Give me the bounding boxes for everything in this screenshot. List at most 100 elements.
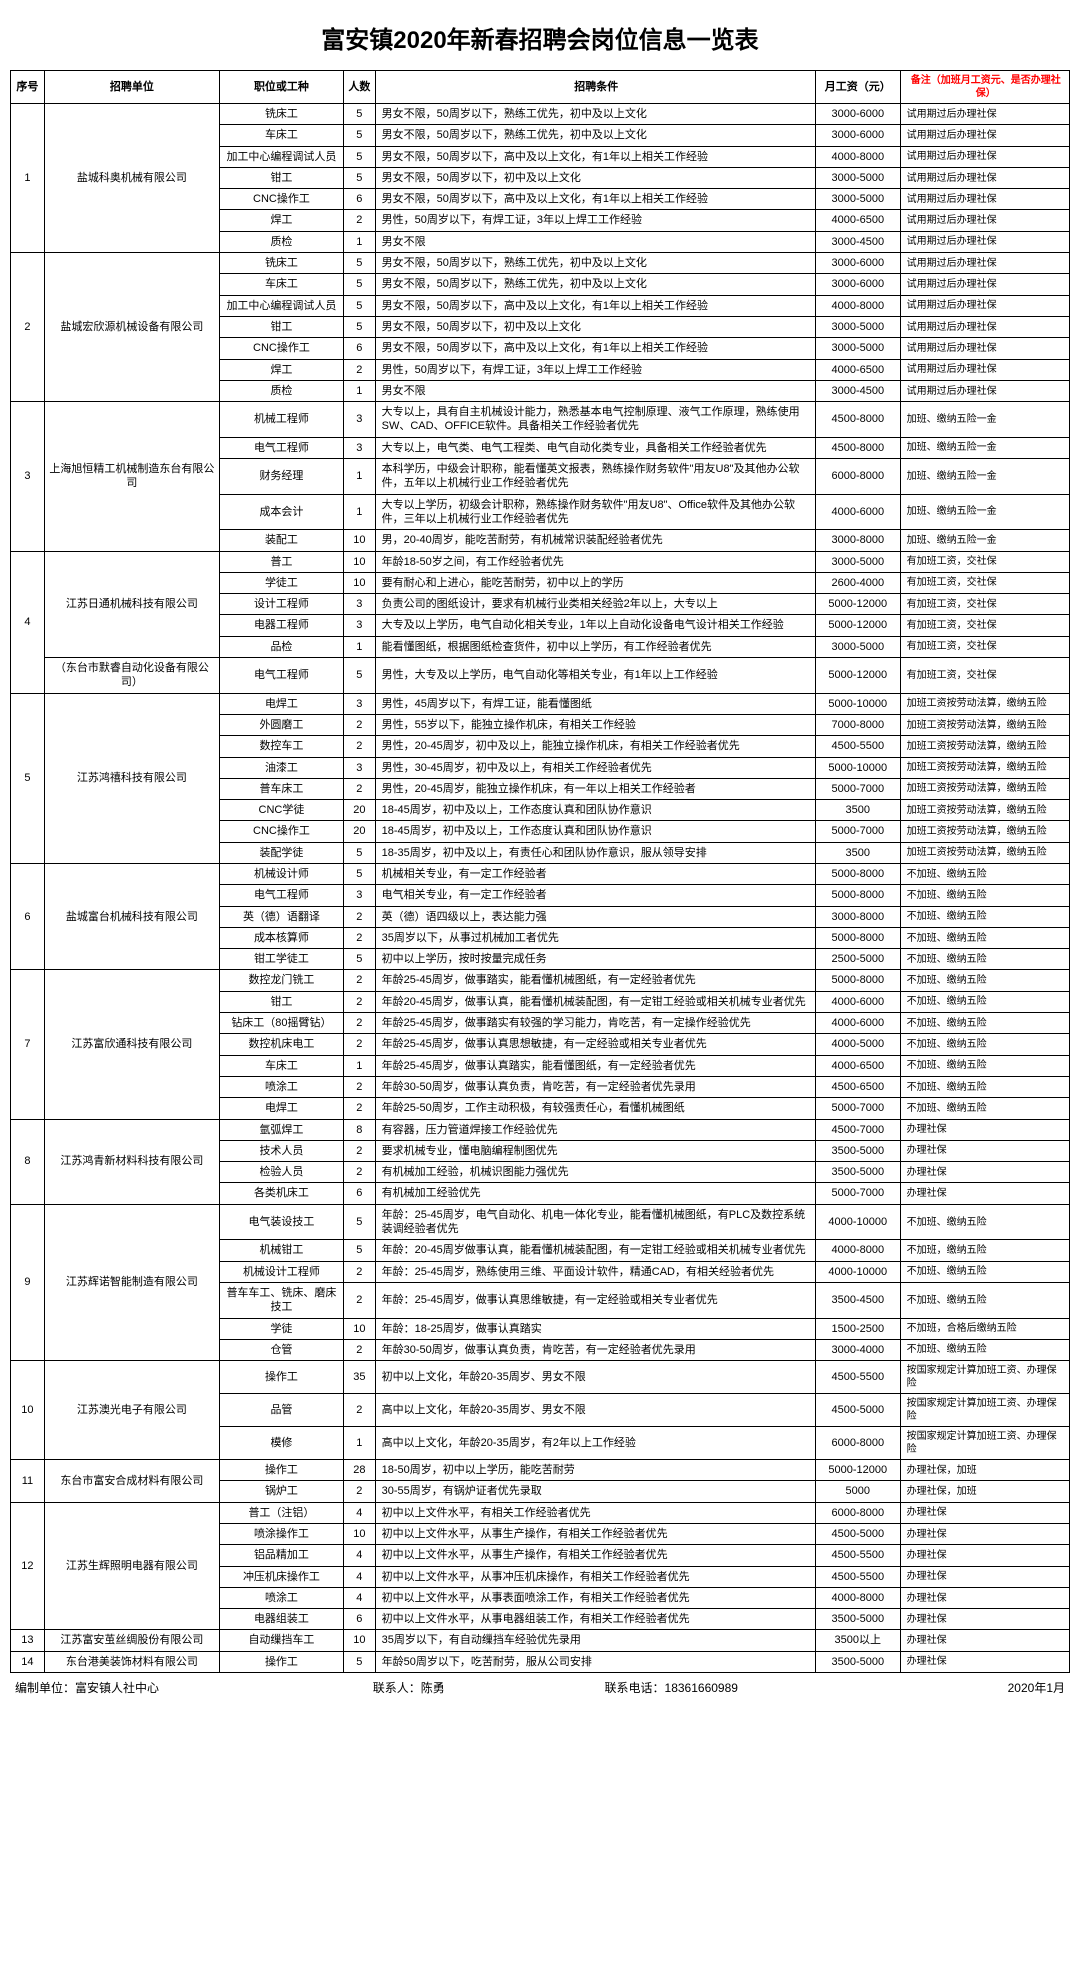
cell-salary: 5000-7000 [815,1098,900,1119]
cell-note: 办理社保 [900,1119,1069,1140]
cell-count: 3 [344,437,376,458]
cell-note: 加班、缴纳五险一金 [900,437,1069,458]
cell-req: 男性，20-45周岁，初中及以上，能独立操作机床，有相关工作经验者优先 [375,736,815,757]
cell-req: 能看懂图纸，根据图纸检查货件，初中以上学历，有工作经验者优先 [375,636,815,657]
cell-note: 不加班、缴纳五险 [900,1034,1069,1055]
cell-job: 车床工 [219,125,343,146]
cell-req: 机械相关专业，有一定工作经验者 [375,863,815,884]
table-row: 14东台港美装饰材料有限公司操作工5年龄50周岁以下，吃苦耐劳，服从公司安排35… [11,1651,1070,1672]
cell-job: 钳工 [219,167,343,188]
cell-job: 普工 [219,551,343,572]
cell-note: 办理社保 [900,1609,1069,1630]
cell-count: 2 [344,1261,376,1282]
cell-req: 年龄18-50岁之间，有工作经验者优先 [375,551,815,572]
cell-req: 男女不限，50周岁以下，熟练工优先，初中及以上文化 [375,104,815,125]
cell-note: 不加班、缴纳五险 [900,1013,1069,1034]
cell-job: 成本核算师 [219,927,343,948]
cell-req: 初中以上学历，按时按量完成任务 [375,949,815,970]
table-row: 3上海旭恒精工机械制造东台有限公司机械工程师3大专以上，具有自主机械设计能力，熟… [11,402,1070,438]
cell-count: 2 [344,359,376,380]
table-row: 12江苏生辉照明电器有限公司普工（注铝）4初中以上文件水平，有相关工作经验者优先… [11,1502,1070,1523]
cell-seq: 1 [11,104,45,253]
cell-req: 大专及以上学历，电气自动化相关专业，1年以上自动化设备电气设计相关工作经验 [375,615,815,636]
cell-job: 喷涂工 [219,1076,343,1097]
cell-note: 有加班工资，交社保 [900,551,1069,572]
cell-job: 喷涂操作工 [219,1524,343,1545]
cell-salary: 4500-5500 [815,1566,900,1587]
cell-job: 品管 [219,1394,343,1427]
cell-seq: 8 [11,1119,45,1204]
cell-job: 冲压机床操作工 [219,1566,343,1587]
cell-note: 试用期过后办理社保 [900,231,1069,252]
cell-job: 操作工 [219,1460,343,1481]
cell-req: 18-45周岁，初中及以上，工作态度认真和团队协作意识 [375,800,815,821]
table-row: 1盐城科奥机械有限公司铣床工5男女不限，50周岁以下，熟练工优先，初中及以上文化… [11,104,1070,125]
cell-count: 3 [344,885,376,906]
cell-req: 初中以上文件水平，从事电器组装工作，有相关工作经验者优先 [375,1609,815,1630]
cell-salary: 4500-7000 [815,1119,900,1140]
cell-count: 2 [344,736,376,757]
cell-salary: 2600-4000 [815,572,900,593]
cell-job: 自动缫挡车工 [219,1630,343,1651]
footer-org: 编制单位：富安镇人社中心 [15,1679,278,1696]
cell-salary: 3000-5000 [815,167,900,188]
cell-count: 1 [344,494,376,530]
cell-count: 2 [344,714,376,735]
cell-count: 5 [344,1204,376,1240]
cell-req: 初中以上文件水平，有相关工作经验者优先 [375,1502,815,1523]
cell-req: 负责公司的图纸设计，要求有机械行业类相关经验2年以上，大专以上 [375,594,815,615]
cell-job: 机械设计工程师 [219,1261,343,1282]
cell-seq: 14 [11,1651,45,1672]
cell-note: 按国家规定计算加班工资、办理保险 [900,1361,1069,1394]
cell-req: 高中以上文化，年龄20-35周岁、男女不限 [375,1394,815,1427]
cell-job: 加工中心编程调试人员 [219,295,343,316]
cell-req: 年龄30-50周岁，做事认真负责，肯吃苦，有一定经验者优先录用 [375,1076,815,1097]
cell-job: 车床工 [219,274,343,295]
cell-count: 4 [344,1566,376,1587]
cell-job: 质检 [219,231,343,252]
cell-salary: 4000-10000 [815,1261,900,1282]
cell-note: 不加班、缴纳五险 [900,1261,1069,1282]
cell-job: 钳工 [219,991,343,1012]
cell-salary: 3000-4000 [815,1339,900,1360]
cell-count: 5 [344,253,376,274]
cell-count: 1 [344,459,376,495]
cell-req: 年龄：25-45周岁，做事认真思维敏捷，有一定经验或相关专业者优先 [375,1282,815,1318]
cell-count: 5 [344,146,376,167]
cell-count: 10 [344,1524,376,1545]
cell-req: 男女不限，50周岁以下，熟练工优先，初中及以上文化 [375,253,815,274]
cell-salary: 6000-8000 [815,459,900,495]
cell-note: 有加班工资，交社保 [900,636,1069,657]
cell-seq: 13 [11,1630,45,1651]
cell-job: 钻床工（80摇臂钻） [219,1013,343,1034]
cell-req: 男性，55岁以下，能独立操作机床，有相关工作经验 [375,714,815,735]
cell-company: 江苏生辉照明电器有限公司 [44,1502,219,1630]
cell-req: 初中以上文件水平，从事表面喷涂工作，有相关工作经验者优先 [375,1587,815,1608]
cell-job: 仓管 [219,1339,343,1360]
cell-count: 5 [344,316,376,337]
cell-req: 男女不限，50周岁以下，熟练工优先，初中及以上文化 [375,274,815,295]
cell-count: 2 [344,1076,376,1097]
cell-salary: 5000-12000 [815,594,900,615]
cell-salary: 3500-5000 [815,1609,900,1630]
cell-job: 设计工程师 [219,594,343,615]
cell-job: 电气工程师 [219,658,343,694]
cell-note: 试用期过后办理社保 [900,380,1069,401]
cell-salary: 4000-8000 [815,146,900,167]
cell-count: 6 [344,1609,376,1630]
cell-count: 6 [344,1183,376,1204]
cell-req: 年龄：25-45周岁，熟练使用三维、平面设计软件，精通CAD，有相关经验者优先 [375,1261,815,1282]
cell-salary: 5000-10000 [815,757,900,778]
cell-note: 有加班工资，交社保 [900,594,1069,615]
cell-job: 操作工 [219,1361,343,1394]
cell-job: 铣床工 [219,253,343,274]
table-row: 8江苏鸿青新材料科技有限公司氩弧焊工8有容器，压力管道焊接工作经验优先4500-… [11,1119,1070,1140]
cell-req: 大专以上，具有自主机械设计能力，熟悉基本电气控制原理、液气工作原理，熟练使用SW… [375,402,815,438]
cell-seq: 6 [11,863,45,969]
cell-note: 加班工资按劳动法算，缴纳五险 [900,757,1069,778]
cell-job: 钳工 [219,316,343,337]
cell-req: 男，20-40周岁，能吃苦耐劳，有机械常识装配经验者优先 [375,530,815,551]
cell-salary: 4500-5500 [815,1545,900,1566]
cell-salary: 4500-5500 [815,736,900,757]
cell-req: 男性，50周岁以下，有焊工证，3年以上焊工工作经验 [375,210,815,231]
